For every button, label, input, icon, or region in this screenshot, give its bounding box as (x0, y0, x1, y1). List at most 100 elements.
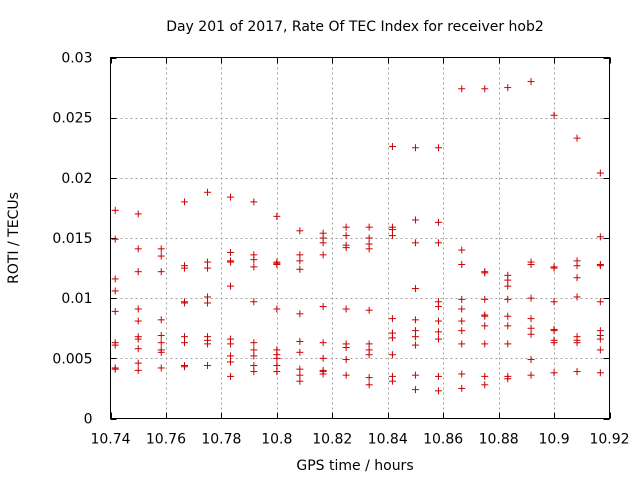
data-point (319, 370, 327, 378)
chart-title: Day 201 of 2017, Rate Of TEC Index for r… (166, 19, 544, 35)
data-point (596, 369, 604, 377)
x-tick-label: 10.78 (201, 432, 241, 448)
data-point (458, 317, 466, 325)
data-point (527, 260, 535, 268)
x-tick-label: 10.86 (423, 432, 463, 448)
data-point (111, 365, 119, 373)
data-point (411, 316, 419, 324)
data-point (134, 366, 142, 374)
data-point (319, 339, 327, 347)
data-point (365, 234, 373, 242)
data-point (411, 239, 419, 247)
data-point (550, 298, 558, 306)
data-point (365, 223, 373, 231)
data-point (411, 144, 419, 152)
data-point (458, 246, 466, 254)
data-point (181, 339, 189, 347)
x-tick-label: 10.92 (589, 432, 629, 448)
data-point (434, 317, 442, 325)
data-point (273, 362, 281, 370)
data-point (227, 340, 235, 348)
data-point (434, 303, 442, 311)
data-point (573, 339, 581, 347)
data-point (434, 144, 442, 152)
data-point (273, 305, 281, 313)
data-point (481, 295, 489, 303)
x-axis-title: GPS time / hours (296, 458, 413, 474)
data-point (411, 341, 419, 349)
data-point (527, 356, 535, 364)
y-tick-label: 0.02 (61, 171, 92, 187)
data-point (388, 377, 396, 385)
data-point (134, 345, 142, 353)
data-point (342, 223, 350, 231)
y-tick-label: 0.01 (61, 291, 92, 307)
data-point (250, 346, 258, 354)
x-tick-label: 10.8 (261, 432, 292, 448)
data-point (388, 143, 396, 151)
data-point (411, 386, 419, 394)
data-point (434, 218, 442, 226)
data-point (134, 317, 142, 325)
data-point (157, 339, 165, 347)
x-tick-label: 10.9 (538, 432, 569, 448)
x-tick-label: 10.82 (312, 432, 352, 448)
data-point (481, 269, 489, 277)
data-point (157, 245, 165, 253)
data-point (365, 245, 373, 253)
grid-lines (110, 57, 610, 419)
data-point (527, 371, 535, 379)
data-point (504, 340, 512, 348)
data-point (204, 258, 212, 266)
data-point (204, 299, 212, 307)
y-tick-label: 0.025 (52, 111, 92, 127)
y-axis-title: ROTI / TECUs (6, 192, 22, 284)
data-point (157, 316, 165, 324)
data-point (227, 372, 235, 380)
x-tick-label: 10.84 (368, 432, 408, 448)
data-point (596, 233, 604, 241)
data-point (319, 303, 327, 311)
data-point (434, 335, 442, 343)
data-point (458, 85, 466, 93)
data-point (342, 356, 350, 364)
data-point (134, 245, 142, 253)
data-point (157, 348, 165, 356)
data-point (527, 315, 535, 323)
data-point (388, 351, 396, 359)
data-point (134, 335, 142, 343)
data-point (157, 331, 165, 339)
data-point (227, 358, 235, 366)
data-point (204, 340, 212, 348)
y-tick-label: 0.005 (52, 351, 92, 367)
data-point (111, 235, 119, 243)
data-point (296, 265, 304, 273)
data-point (319, 354, 327, 362)
data-point (181, 299, 189, 307)
data-point (111, 287, 119, 295)
data-point (596, 298, 604, 306)
data-point (319, 239, 327, 247)
y-tick-label: 0.015 (52, 231, 92, 247)
data-point (573, 262, 581, 270)
data-point (596, 335, 604, 343)
data-point (204, 188, 212, 196)
data-point (481, 381, 489, 389)
data-point (434, 328, 442, 336)
x-tick-label: 10.76 (146, 432, 186, 448)
data-point (204, 293, 212, 301)
data-point (296, 337, 304, 345)
data-point (342, 244, 350, 252)
data-point (573, 368, 581, 376)
data-point (273, 212, 281, 220)
data-point (111, 341, 119, 349)
data-point (388, 232, 396, 240)
data-point (458, 384, 466, 392)
data-point (550, 339, 558, 347)
data-point (273, 368, 281, 376)
data-point (504, 276, 512, 284)
data-point (111, 206, 119, 214)
data-point (596, 262, 604, 270)
data-point (204, 362, 212, 370)
